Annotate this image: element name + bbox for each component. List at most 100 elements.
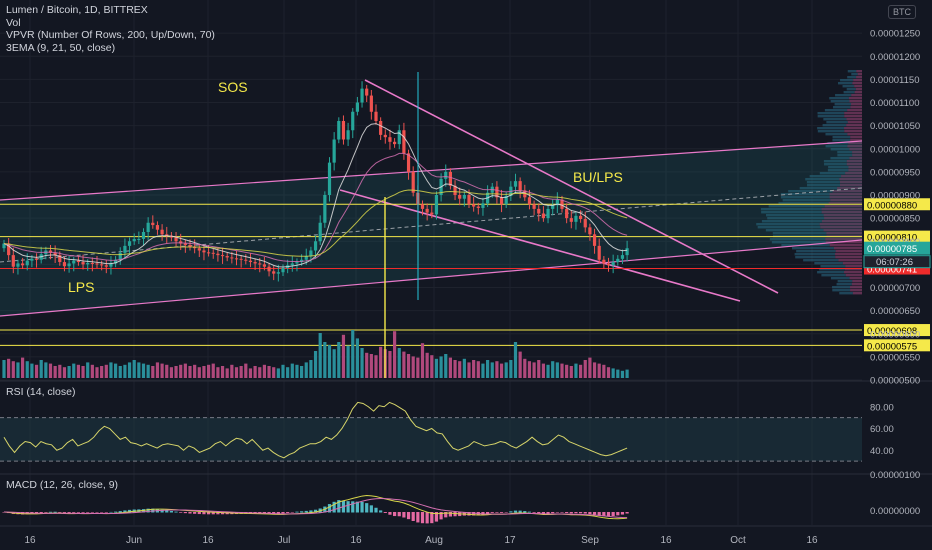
candle-body bbox=[397, 130, 401, 145]
volume-bar bbox=[416, 357, 420, 378]
macd-histogram-bar bbox=[583, 512, 587, 514]
macd-histogram-bar bbox=[351, 501, 355, 513]
vpvr-bar-up bbox=[771, 241, 826, 244]
macd-histogram-bar bbox=[588, 512, 592, 514]
vpvr-bar-up bbox=[814, 262, 843, 265]
vpvr-bar-up bbox=[840, 79, 854, 82]
vpvr-bar-down bbox=[848, 142, 862, 145]
volume-bar bbox=[151, 366, 155, 378]
vpvr-bar-down bbox=[849, 148, 862, 151]
price-tick-label: 0.00000600 bbox=[870, 329, 920, 340]
volume-bar bbox=[276, 368, 280, 378]
volume-bar bbox=[560, 363, 564, 378]
macd-histogram-bar bbox=[127, 509, 132, 513]
level-price-tag bbox=[864, 324, 930, 337]
vpvr-bar-down bbox=[844, 268, 862, 271]
macd-histogram-bar bbox=[207, 512, 211, 515]
candle-body bbox=[62, 262, 67, 267]
vpvr-bar-up bbox=[809, 175, 842, 178]
macd-histogram-bar bbox=[90, 512, 94, 513]
candle-body bbox=[360, 88, 364, 103]
macd-histogram-bar bbox=[165, 510, 169, 513]
volume-bar bbox=[341, 334, 346, 378]
volume-bar bbox=[248, 368, 253, 378]
rsi-label[interactable]: RSI (14, close) bbox=[6, 386, 76, 398]
vpvr-bar-up bbox=[835, 94, 852, 97]
volume-bar bbox=[458, 361, 462, 378]
volume-bar bbox=[406, 354, 411, 378]
vpvr-bar-up bbox=[832, 289, 851, 292]
candle-body bbox=[393, 141, 397, 145]
candle-body bbox=[588, 227, 592, 235]
annotation-label: BU/LPS bbox=[573, 169, 623, 185]
macd-histogram-bar bbox=[592, 512, 597, 515]
vpvr-bar-down bbox=[856, 70, 862, 73]
vpvr-bar-down bbox=[853, 79, 862, 82]
vpvr-bar-down bbox=[844, 115, 862, 118]
macd-label[interactable]: MACD (12, 26, close, 9) bbox=[6, 479, 119, 491]
volume-bar bbox=[146, 364, 150, 378]
candle-body bbox=[7, 243, 11, 256]
candle-body bbox=[100, 264, 104, 266]
time-tick-label: 16 bbox=[350, 535, 362, 546]
candle-body bbox=[248, 260, 253, 263]
volume-bar bbox=[472, 360, 476, 378]
indicator-3ema[interactable]: 3EMA (9, 21, 50, close) bbox=[6, 41, 116, 54]
vpvr-bar-down bbox=[849, 277, 862, 280]
macd-histogram-bar bbox=[62, 512, 67, 513]
candle-body bbox=[555, 199, 559, 206]
macd-histogram-bar bbox=[304, 510, 308, 513]
vpvr-bar-up bbox=[778, 202, 829, 205]
candle-body bbox=[402, 130, 406, 154]
candle-body bbox=[323, 195, 327, 223]
vpvr-bar-up bbox=[780, 193, 830, 196]
volume-bar bbox=[518, 351, 522, 378]
volume-bar bbox=[34, 364, 39, 378]
volume-bar bbox=[393, 331, 397, 378]
candle-body bbox=[513, 181, 518, 187]
candle-body bbox=[616, 258, 620, 263]
volume-bar bbox=[300, 366, 304, 378]
volume-bar bbox=[179, 364, 183, 378]
vpvr-bar-up bbox=[817, 127, 845, 130]
volume-bar bbox=[318, 333, 322, 378]
volume-bar bbox=[337, 342, 341, 378]
volume-bar bbox=[281, 364, 285, 378]
candle-body bbox=[448, 171, 452, 186]
macd-histogram-bar bbox=[109, 511, 113, 513]
candle-body bbox=[211, 252, 215, 254]
volume-bar bbox=[44, 362, 48, 378]
currency-badge[interactable]: BTC bbox=[888, 5, 916, 19]
macd-histogram-bar bbox=[597, 512, 601, 516]
macd-histogram-bar bbox=[104, 512, 108, 513]
vpvr-bar-down bbox=[825, 241, 862, 244]
macd-histogram-bar bbox=[169, 510, 173, 513]
vpvr-bar-down bbox=[819, 223, 862, 226]
volume-bar bbox=[369, 354, 373, 378]
macd-histogram-bar bbox=[439, 512, 443, 520]
vpvr-bar-up bbox=[833, 106, 851, 109]
volume-bar bbox=[430, 355, 434, 378]
volume-bar bbox=[313, 351, 318, 378]
candle-body bbox=[230, 257, 234, 259]
indicator-vpvr[interactable]: VPVR (Number Of Rows, 200, Up/Down, 70) bbox=[6, 29, 215, 41]
symbol-title[interactable]: Lumen / Bitcoin, 1D, BITTREX bbox=[6, 4, 148, 16]
volume-bar bbox=[286, 367, 290, 378]
volume-bar bbox=[25, 361, 29, 378]
volume-bar bbox=[467, 362, 471, 378]
indicator-vol[interactable]: Vol bbox=[6, 16, 21, 29]
vpvr-bar-down bbox=[855, 88, 862, 91]
macd-histogram-bar bbox=[95, 512, 99, 513]
vpvr-bar-up bbox=[807, 184, 841, 187]
vpvr-bar-down bbox=[854, 91, 862, 94]
candle-body bbox=[541, 213, 545, 219]
volume-bar bbox=[332, 349, 336, 378]
vpvr-bar-down bbox=[850, 136, 862, 139]
candle-body bbox=[155, 225, 160, 230]
macd-histogram-bar bbox=[76, 512, 80, 513]
macd-histogram-bar bbox=[193, 512, 197, 514]
volume-bar bbox=[579, 364, 583, 378]
macd-histogram-bar bbox=[281, 512, 285, 514]
volume-bar bbox=[132, 360, 136, 378]
